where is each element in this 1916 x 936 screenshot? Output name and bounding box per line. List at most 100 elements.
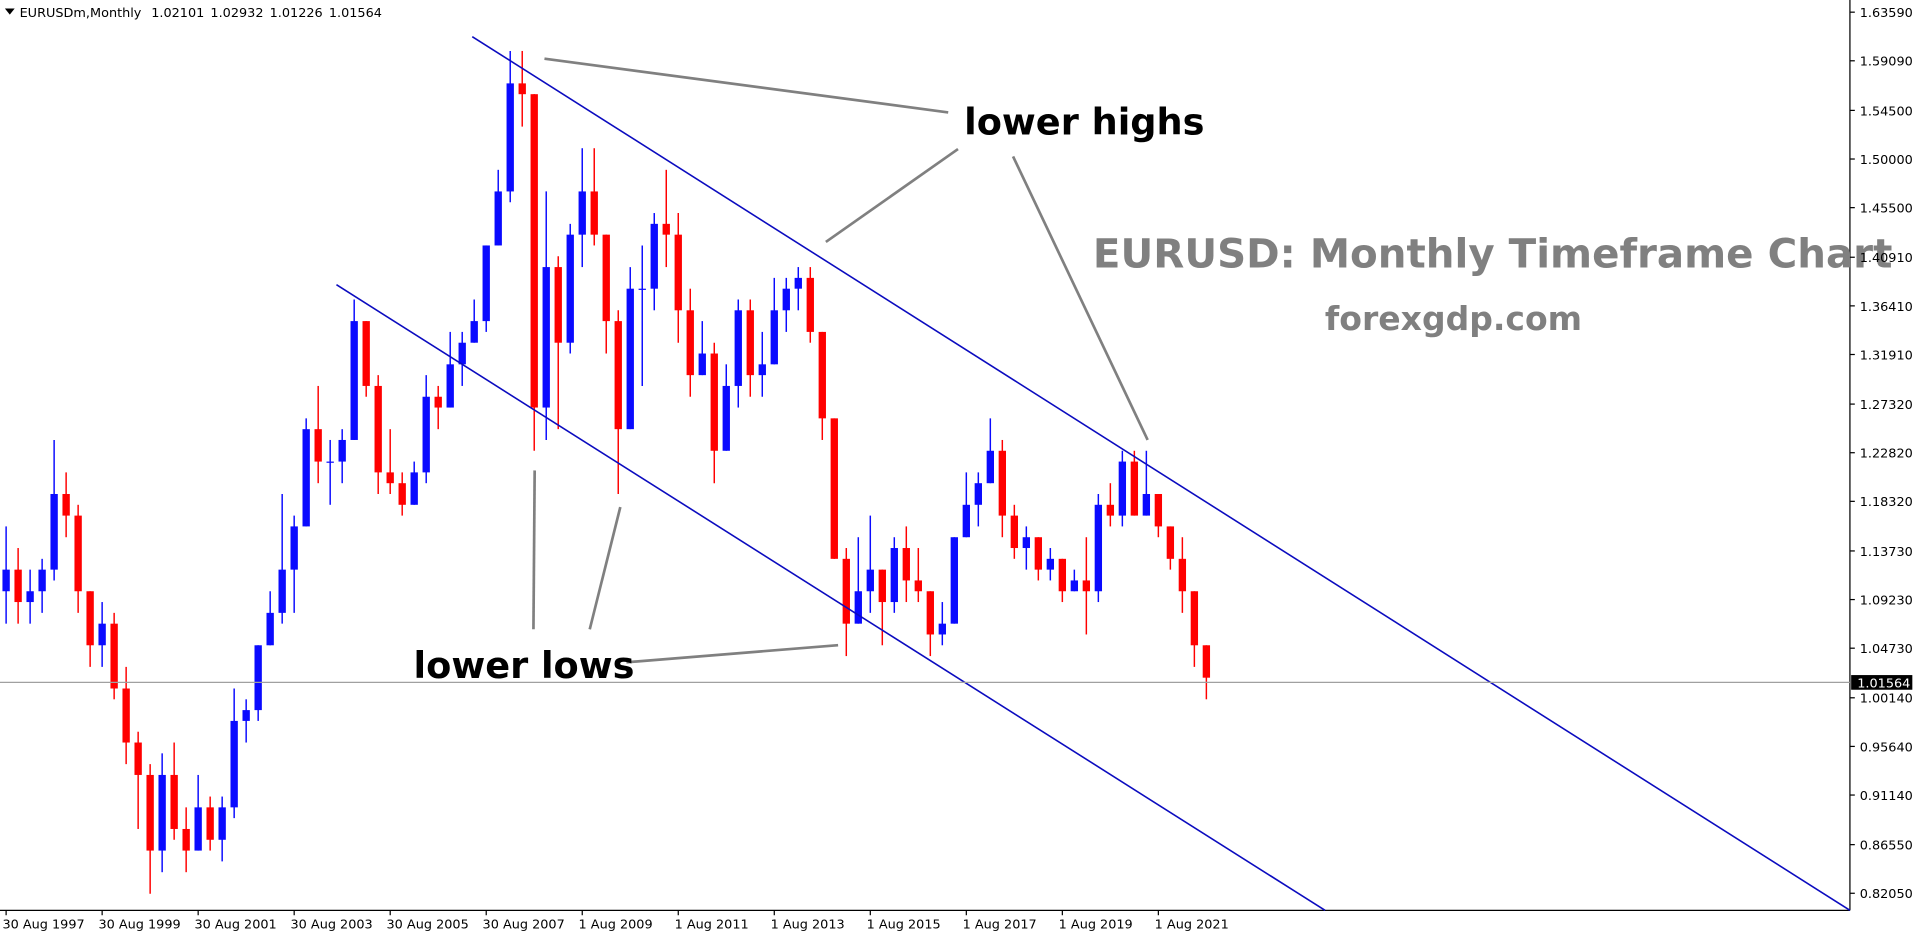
candle-body (1022, 537, 1031, 549)
candle-body (794, 277, 802, 289)
candle-body (986, 450, 994, 484)
symbol: EURUSDm,Monthly (20, 6, 142, 21)
y-tick-label: 1.54500 (1860, 104, 1913, 119)
header-low: 1.01226 (270, 6, 323, 21)
source: forexgdp.com (1325, 299, 1582, 338)
y-tick-label: 0.82050 (1860, 887, 1913, 902)
candle-body (506, 83, 514, 192)
candle-body (734, 310, 742, 386)
candle-body (206, 807, 214, 840)
candle-body (950, 537, 958, 624)
candle-body (698, 353, 706, 376)
x-tick-label: 1 Aug 2015 (867, 918, 941, 933)
candle-body (890, 548, 898, 603)
channel-lower (336, 284, 1326, 912)
candle-body (926, 591, 934, 635)
candle-body (626, 288, 634, 430)
x-tick-label: 30 Aug 2007 (483, 918, 565, 933)
price-label-box (1851, 675, 1913, 690)
x-tick-label: 1 Aug 2019 (1059, 918, 1133, 933)
y-tick-label: 1.36410 (1860, 300, 1913, 315)
pointer (825, 147, 959, 244)
candle-body (410, 472, 418, 505)
header-high: 1.02932 (210, 6, 263, 21)
candle-body (722, 385, 730, 451)
candle-body (98, 623, 106, 646)
candle-body (158, 774, 166, 851)
candle-body (470, 321, 478, 343)
x-tick-label: 30 Aug 1999 (98, 918, 180, 933)
pointer (588, 506, 622, 630)
y-tick-label: 0.91140 (1860, 789, 1913, 804)
y-tick-label: 1.27320 (1860, 398, 1913, 413)
y-tick-label: 1.18320 (1860, 495, 1913, 510)
candle-body (86, 591, 94, 646)
candle-body (1166, 526, 1175, 559)
y-tick-label: 1.50000 (1860, 153, 1913, 168)
pointer (532, 470, 537, 630)
candle-body (566, 234, 574, 343)
candle-body (434, 396, 442, 408)
price-label: 1.01564 (1857, 676, 1910, 691)
candle-body (398, 483, 406, 505)
candle-body (650, 223, 658, 289)
y-tick-label: 1.40910 (1860, 251, 1913, 266)
candle-body (302, 429, 310, 527)
candle-body (974, 483, 982, 505)
candle-body (14, 569, 22, 603)
candle-body (362, 321, 370, 386)
candle-body (1046, 558, 1055, 570)
annotation: lower highs (964, 100, 1204, 143)
candle-body (374, 385, 382, 473)
candle-body (266, 612, 274, 646)
candle-body (1190, 591, 1199, 646)
candle-body (182, 828, 190, 851)
candle-body (194, 807, 202, 851)
x-tick-label: 1 Aug 2009 (579, 918, 653, 933)
headline: EURUSD: Monthly Timeframe Chart (1093, 231, 1892, 278)
candle-body (1178, 558, 1187, 592)
candle-body (998, 450, 1006, 516)
candle-body (818, 331, 826, 419)
candle-body (806, 277, 814, 332)
candle-body (254, 645, 262, 711)
y-tick-label: 1.04730 (1860, 642, 1913, 657)
candle-body (134, 742, 142, 775)
x-tick-label: 30 Aug 2003 (291, 918, 373, 933)
x-tick-label: 30 Aug 2005 (387, 918, 469, 933)
candle-body (326, 461, 334, 463)
y-tick-label: 0.86550 (1860, 839, 1913, 854)
candle-body (518, 83, 526, 95)
candle-body (230, 720, 238, 808)
header-close: 1.01564 (329, 6, 382, 21)
candle-body (314, 429, 322, 462)
candle-body (914, 580, 922, 592)
candle-body (1106, 504, 1115, 516)
candle-body (1058, 558, 1067, 592)
candle-body (1118, 461, 1127, 516)
candle-body (2, 569, 10, 592)
candle-body (638, 288, 646, 290)
candle-body (482, 245, 490, 322)
candle-body (458, 342, 466, 365)
candle-body (38, 569, 46, 592)
y-tick-label: 0.95640 (1860, 740, 1913, 755)
candle-body (242, 710, 250, 721)
y-tick-label: 1.45500 (1860, 202, 1913, 217)
candle-body (614, 321, 622, 430)
candle-body (758, 364, 766, 376)
pointer (626, 643, 839, 664)
y-tick-label: 1.31910 (1860, 348, 1913, 363)
y-tick-label: 1.00140 (1860, 692, 1913, 707)
x-tick-label: 1 Aug 2017 (963, 918, 1037, 933)
candle-body (578, 191, 586, 235)
candle-body (842, 558, 850, 624)
x-tick-label: 1 Aug 2011 (675, 918, 749, 933)
candle-body (422, 396, 430, 473)
candle-body (494, 191, 502, 246)
candle-body (662, 223, 670, 235)
candle-body (1094, 504, 1103, 592)
pointers (532, 57, 1149, 664)
channel-upper (471, 35, 1851, 912)
y-tick-label: 1.13730 (1860, 545, 1913, 560)
